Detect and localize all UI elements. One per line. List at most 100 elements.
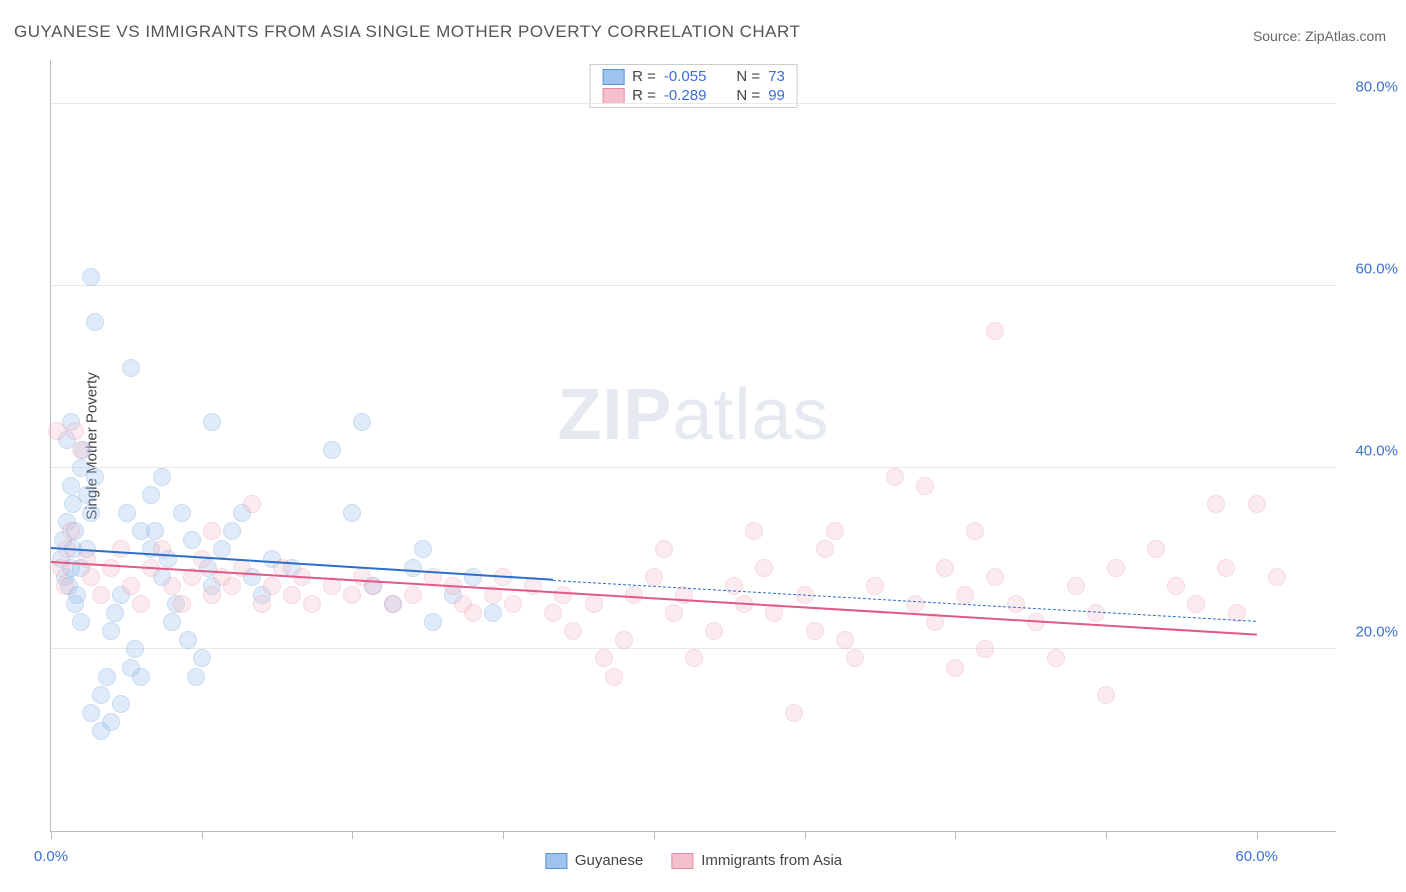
data-point xyxy=(1047,649,1065,667)
n-value: 99 xyxy=(768,87,785,104)
data-point xyxy=(353,413,371,431)
data-point xyxy=(554,586,572,604)
data-point xyxy=(132,522,150,540)
data-point xyxy=(92,722,110,740)
x-tick xyxy=(805,831,806,839)
data-point xyxy=(112,540,130,558)
gridline xyxy=(51,285,1336,286)
data-point xyxy=(564,622,582,640)
x-tick xyxy=(51,831,52,839)
data-point xyxy=(66,422,84,440)
data-point xyxy=(132,595,150,613)
data-point xyxy=(424,613,442,631)
data-point xyxy=(102,622,120,640)
data-point xyxy=(1007,595,1025,613)
data-point xyxy=(1187,595,1205,613)
data-point xyxy=(122,577,140,595)
data-point xyxy=(86,313,104,331)
data-point xyxy=(986,322,1004,340)
data-point xyxy=(725,577,743,595)
data-point xyxy=(1207,495,1225,513)
data-point xyxy=(1107,559,1125,577)
data-point xyxy=(605,668,623,686)
data-point xyxy=(886,468,904,486)
data-point xyxy=(72,613,90,631)
watermark-rest: atlas xyxy=(672,375,829,455)
data-point xyxy=(283,586,301,604)
data-point xyxy=(56,577,74,595)
data-point xyxy=(836,631,854,649)
source-attribution: Source: ZipAtlas.com xyxy=(1253,28,1386,44)
r-label: R = xyxy=(632,87,656,104)
series-legend: Guyanese Immigrants from Asia xyxy=(545,852,842,869)
data-point xyxy=(846,649,864,667)
n-value: 73 xyxy=(768,68,785,85)
data-point xyxy=(142,486,160,504)
data-point xyxy=(82,704,100,722)
data-point xyxy=(62,522,80,540)
data-point xyxy=(203,586,221,604)
legend-row: R = -0.289 N = 99 xyxy=(590,86,797,105)
y-tick-label: 20.0% xyxy=(1355,624,1398,641)
data-point xyxy=(92,686,110,704)
data-point xyxy=(384,595,402,613)
data-point xyxy=(122,359,140,377)
x-tick-label: 60.0% xyxy=(1235,848,1278,865)
data-point xyxy=(193,649,211,667)
data-point xyxy=(665,604,683,622)
data-point xyxy=(163,577,181,595)
legend-label: Immigrants from Asia xyxy=(701,852,842,869)
data-point xyxy=(126,640,144,658)
data-point xyxy=(48,422,66,440)
data-point xyxy=(86,468,104,486)
data-point xyxy=(986,568,1004,586)
r-value: -0.289 xyxy=(664,87,707,104)
data-point xyxy=(253,595,271,613)
r-value: -0.055 xyxy=(664,68,707,85)
data-point xyxy=(585,595,603,613)
data-point xyxy=(826,522,844,540)
data-point xyxy=(464,568,482,586)
x-tick xyxy=(202,831,203,839)
data-point xyxy=(966,522,984,540)
chart-plot-area: ZIPatlas R = -0.055N = 73R = -0.289N = 9… xyxy=(50,60,1336,832)
data-point xyxy=(187,668,205,686)
data-point xyxy=(816,540,834,558)
data-point xyxy=(82,268,100,286)
data-point xyxy=(1147,540,1165,558)
data-point xyxy=(906,595,924,613)
legend-item: Immigrants from Asia xyxy=(671,852,842,869)
data-point xyxy=(1097,686,1115,704)
n-label: N = xyxy=(736,87,760,104)
data-point xyxy=(1248,495,1266,513)
data-point xyxy=(685,649,703,667)
y-tick-label: 60.0% xyxy=(1355,261,1398,278)
data-point xyxy=(1217,559,1235,577)
data-point xyxy=(323,441,341,459)
data-point xyxy=(755,559,773,577)
gridline xyxy=(51,103,1336,104)
data-point xyxy=(976,640,994,658)
legend-swatch xyxy=(602,88,624,104)
data-point xyxy=(102,559,120,577)
source-link[interactable]: ZipAtlas.com xyxy=(1305,28,1386,44)
legend-label: Guyanese xyxy=(575,852,643,869)
x-tick xyxy=(654,831,655,839)
legend-row: R = -0.055N = 73 xyxy=(590,67,797,86)
r-label: R = xyxy=(632,68,656,85)
data-point xyxy=(213,540,231,558)
trend-line xyxy=(553,580,1256,622)
data-point xyxy=(484,604,502,622)
data-point xyxy=(615,631,633,649)
data-point xyxy=(916,477,934,495)
x-tick-label: 0.0% xyxy=(34,848,68,865)
data-point xyxy=(118,504,136,522)
x-tick xyxy=(1257,831,1258,839)
data-point xyxy=(183,531,201,549)
data-point xyxy=(785,704,803,722)
data-point xyxy=(866,577,884,595)
data-point xyxy=(705,622,723,640)
data-point xyxy=(243,495,261,513)
x-tick xyxy=(955,831,956,839)
data-point xyxy=(1167,577,1185,595)
